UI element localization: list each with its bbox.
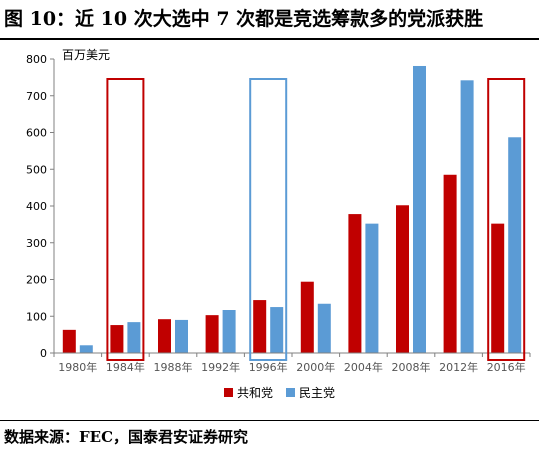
footer-rule xyxy=(0,420,539,421)
y-tick-label: 500 xyxy=(26,163,47,176)
bars xyxy=(62,65,522,354)
x-tick-label: 1992年 xyxy=(201,360,240,374)
x-tick-label: 1988年 xyxy=(154,360,193,374)
x-tick-label: 1980年 xyxy=(58,360,97,374)
highlight-box xyxy=(487,78,526,361)
highlight-box xyxy=(106,78,145,361)
x-tick-label: 2000年 xyxy=(296,360,335,374)
bar-republican xyxy=(300,281,314,353)
highlight-box xyxy=(249,78,288,361)
legend-swatch xyxy=(224,388,233,397)
bar-republican xyxy=(62,329,76,353)
bar-democratic xyxy=(79,345,93,353)
y-tick-label: 300 xyxy=(26,237,47,250)
bar-democratic xyxy=(222,310,236,353)
bar-republican xyxy=(443,174,457,353)
bar-republican xyxy=(158,319,171,353)
y-axis: 0 100 200 300 400 500 600 700 800 xyxy=(26,53,55,360)
title-rule xyxy=(0,38,539,40)
bar-democratic xyxy=(270,307,284,353)
legend-label: 共和党 xyxy=(237,385,273,400)
bar-republican xyxy=(253,300,267,353)
bar-republican xyxy=(396,205,409,353)
bar-chart: 百万美元 0 100 200 300 400 500 600 700 800 1980年 1984… xyxy=(26,48,531,400)
legend-label: 民主党 xyxy=(299,385,335,400)
legend-swatch xyxy=(286,388,295,397)
highlight-boxes xyxy=(106,78,526,361)
bar-democratic xyxy=(508,137,522,353)
bar-republican xyxy=(491,223,505,353)
x-tick-label: 2008年 xyxy=(392,360,431,374)
y-axis-unit-label: 百万美元 xyxy=(62,48,110,62)
bar-democratic xyxy=(175,319,188,353)
x-tick-label: 1996年 xyxy=(249,360,288,374)
y-tick-label: 0 xyxy=(40,347,47,360)
bar-republican xyxy=(110,325,124,353)
y-tick-label: 800 xyxy=(26,53,47,66)
x-tick-label: 2016年 xyxy=(487,360,526,374)
legend: 共和党 民主党 xyxy=(224,385,335,400)
x-tick-label: 1984年 xyxy=(106,360,145,374)
y-tick-label: 400 xyxy=(26,200,47,213)
bar-democratic xyxy=(127,322,141,353)
y-tick-label: 200 xyxy=(26,274,47,287)
y-tick-label: 600 xyxy=(26,127,47,140)
bar-republican xyxy=(348,214,362,353)
data-source: 数据来源：FEC，国泰君安证券研究 xyxy=(4,428,249,446)
figure-title: 图 10：近 10 次大选中 7 次都是竞选筹款多的党派获胜 xyxy=(4,8,484,30)
x-axis: 1980年 1984年 1988年 1992年 1996年 2000年 2004年 2008年… xyxy=(53,352,531,374)
bar-democratic xyxy=(317,303,331,353)
bar-democratic xyxy=(365,223,379,353)
x-tick-label: 2012年 xyxy=(439,360,478,374)
bar-democratic xyxy=(413,65,426,354)
y-tick-label: 100 xyxy=(26,310,47,323)
bar-republican xyxy=(205,315,219,353)
bar-democratic xyxy=(460,80,474,353)
x-tick-label: 2004年 xyxy=(344,360,383,374)
y-tick-label: 700 xyxy=(26,90,47,103)
